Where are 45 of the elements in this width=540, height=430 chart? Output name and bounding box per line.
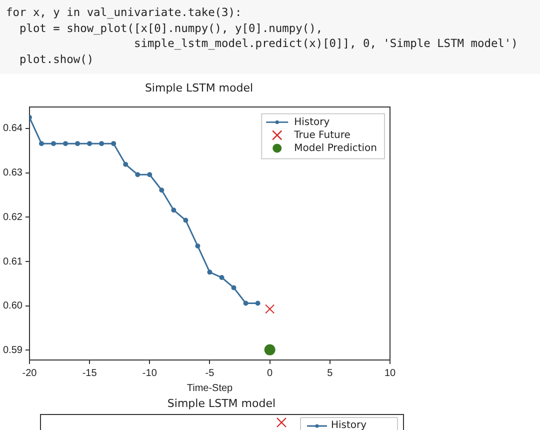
point xyxy=(99,141,104,146)
x-tick-label: -15 xyxy=(82,368,98,379)
point xyxy=(183,218,188,223)
point xyxy=(207,270,212,275)
point xyxy=(243,300,248,306)
point xyxy=(75,141,80,146)
point xyxy=(265,304,275,314)
point xyxy=(231,285,236,290)
y-tick-label: 0.60 xyxy=(2,300,23,312)
point xyxy=(219,275,224,280)
point xyxy=(123,162,128,167)
y-tick-label: 0.64 xyxy=(2,123,23,134)
point xyxy=(171,208,176,213)
y-tick-label: 0.62 xyxy=(2,212,23,223)
point xyxy=(159,188,164,193)
point xyxy=(135,172,140,178)
y-tick-label: 0.61 xyxy=(2,256,23,268)
point xyxy=(87,141,92,146)
text: simple_lstm_model.predict(x)[0]], 0, 'Simple LSTM model') xyxy=(134,37,518,50)
x-tick-label: -20 xyxy=(22,368,38,379)
x-tick-label: -5 xyxy=(205,368,215,379)
point xyxy=(111,141,116,146)
text: Simple LSTM model xyxy=(166,397,277,410)
point xyxy=(264,344,276,356)
point xyxy=(195,244,200,249)
y-tick-label: 0.63 xyxy=(2,168,23,179)
x-tick-label: 5 xyxy=(327,368,334,379)
point xyxy=(63,141,68,146)
x-axis-title: Time-Step xyxy=(186,382,234,394)
point xyxy=(38,141,44,146)
x-tick-label: 0 xyxy=(267,368,274,379)
legend-label: History xyxy=(294,116,330,128)
legend-label: Model Prediction xyxy=(294,142,378,154)
point xyxy=(147,172,152,178)
y-tick-label: 0.59 xyxy=(2,344,23,356)
x-tick-label: 10 xyxy=(384,368,396,379)
text: plot = show_plot([x[0].numpy(), y[0].numpy(), xyxy=(19,22,323,34)
point xyxy=(51,141,56,146)
legend-label: True Future xyxy=(293,130,350,141)
chart-title: Simple LSTM model xyxy=(144,81,254,94)
text: History xyxy=(331,420,367,430)
text: plot.show() xyxy=(19,52,94,66)
x-tick-label: -10 xyxy=(142,368,158,379)
text: for x, y in val_univariate.take(3): xyxy=(6,6,242,19)
point xyxy=(255,300,260,306)
